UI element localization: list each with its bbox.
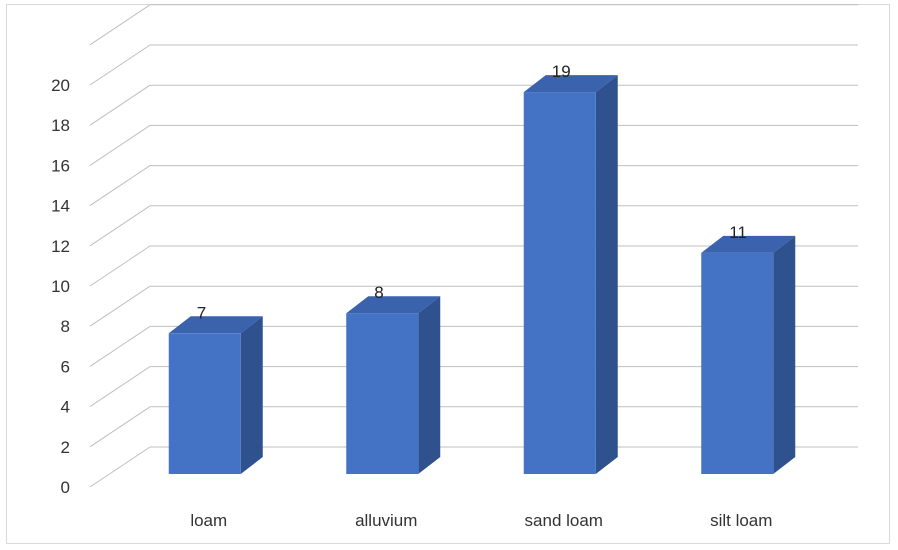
- y-tick-label: 8: [61, 317, 70, 336]
- category-label: alluvium: [355, 511, 417, 530]
- data-label: 7: [197, 303, 206, 322]
- gridline: [89, 205, 858, 247]
- gridline: [89, 165, 858, 207]
- y-tick-label: 4: [61, 398, 70, 417]
- bar: [346, 296, 441, 474]
- category-label: sand loam: [525, 511, 603, 530]
- y-tick-label: 10: [51, 277, 70, 296]
- y-tick-label: 6: [61, 357, 70, 376]
- bar: [701, 235, 796, 474]
- gridline: [89, 44, 858, 86]
- y-tick-label: 2: [61, 438, 70, 457]
- data-labels: 7 8 19 11: [197, 62, 747, 322]
- bar: [168, 316, 263, 474]
- y-tick-label: 14: [51, 197, 70, 216]
- bar: [523, 75, 618, 474]
- y-tick-label: 0: [61, 478, 70, 497]
- y-tick-label: 12: [51, 237, 70, 256]
- data-label: 19: [552, 62, 571, 81]
- bars: [168, 75, 796, 474]
- y-tick-label: 16: [51, 156, 70, 175]
- y-tick-label: 20: [51, 76, 70, 95]
- data-label: 11: [729, 223, 747, 242]
- gridline: [89, 124, 858, 166]
- y-tick-label: 18: [51, 116, 70, 135]
- data-label: 8: [374, 283, 383, 302]
- y-axis-ticks: 0 2 4 6 8 10 12 14 16 18 20: [51, 76, 70, 497]
- category-label: loam: [190, 511, 227, 530]
- category-label: silt loam: [710, 511, 772, 530]
- gridline: [89, 4, 858, 46]
- gridline: [89, 84, 858, 126]
- x-axis-categories: loam alluvium sand loam silt loam: [190, 511, 772, 530]
